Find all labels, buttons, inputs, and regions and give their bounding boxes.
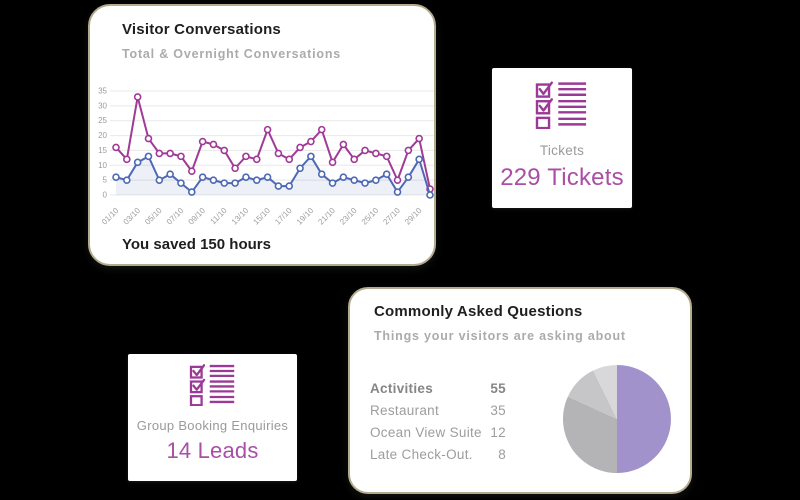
row-label: Activities (370, 380, 434, 396)
svg-text:35: 35 (98, 87, 107, 96)
tickets-label: Tickets (539, 143, 585, 158)
row-value: 8 (498, 446, 506, 462)
row-label: Restaurant (370, 402, 440, 418)
svg-text:21/10: 21/10 (316, 206, 337, 227)
questions-pie-chart (563, 365, 671, 473)
svg-text:03/10: 03/10 (122, 206, 143, 227)
saved-hours-text: You saved 150 hours (122, 236, 271, 253)
svg-text:19/10: 19/10 (295, 206, 316, 227)
svg-text:29/10: 29/10 (403, 206, 424, 227)
visitor-conversations-card: Visitor Conversations Total & Overnight … (88, 4, 436, 266)
svg-text:15: 15 (98, 146, 107, 155)
svg-text:0: 0 (103, 191, 108, 200)
group-booking-value: 14 Leads (166, 438, 259, 463)
svg-text:11/10: 11/10 (209, 206, 229, 226)
table-row: Late Check-Out. 8 (370, 443, 506, 465)
svg-text:23/10: 23/10 (338, 206, 359, 227)
svg-text:05/10: 05/10 (143, 206, 164, 227)
table-row: Restaurant 35 (370, 399, 506, 421)
card-title: Visitor Conversations (122, 21, 281, 38)
row-label: Late Check-Out. (370, 446, 473, 462)
svg-text:13/10: 13/10 (230, 206, 251, 227)
svg-text:20: 20 (98, 131, 107, 140)
svg-text:01/10: 01/10 (100, 206, 121, 227)
svg-text:10: 10 (98, 161, 107, 170)
svg-text:25: 25 (98, 116, 107, 125)
table-row: Activities 55 (370, 377, 506, 399)
svg-text:25/10: 25/10 (360, 206, 381, 227)
card-title: Commonly Asked Questions (374, 303, 583, 320)
row-value: 35 (490, 402, 506, 418)
svg-text:5: 5 (103, 176, 108, 185)
tickets-card: Tickets 229 Tickets (492, 68, 632, 208)
common-questions-card: Commonly Asked Questions Things your vis… (348, 287, 692, 494)
table-row: Ocean View Suite 12 (370, 421, 506, 443)
checklist-icon (188, 362, 238, 411)
group-booking-label: Group Booking Enquiries (136, 418, 289, 433)
svg-text:30: 30 (98, 101, 107, 110)
card-subtitle: Things your visitors are asking about (374, 329, 626, 343)
row-label: Ocean View Suite (370, 424, 482, 440)
svg-text:27/10: 27/10 (381, 206, 402, 227)
group-booking-card: Group Booking Enquiries 14 Leads (128, 354, 297, 481)
svg-text:09/10: 09/10 (187, 206, 208, 227)
tickets-value: 229 Tickets (500, 164, 624, 191)
checklist-icon (534, 79, 590, 134)
row-value: 12 (490, 424, 506, 440)
svg-text:17/10: 17/10 (273, 206, 294, 227)
row-value: 55 (490, 380, 506, 396)
questions-table: Activities 55 Restaurant 35 Ocean View S… (370, 377, 506, 465)
svg-text:15/10: 15/10 (251, 206, 272, 227)
card-subtitle: Total & Overnight Conversations (122, 47, 342, 61)
svg-text:07/10: 07/10 (165, 206, 186, 227)
